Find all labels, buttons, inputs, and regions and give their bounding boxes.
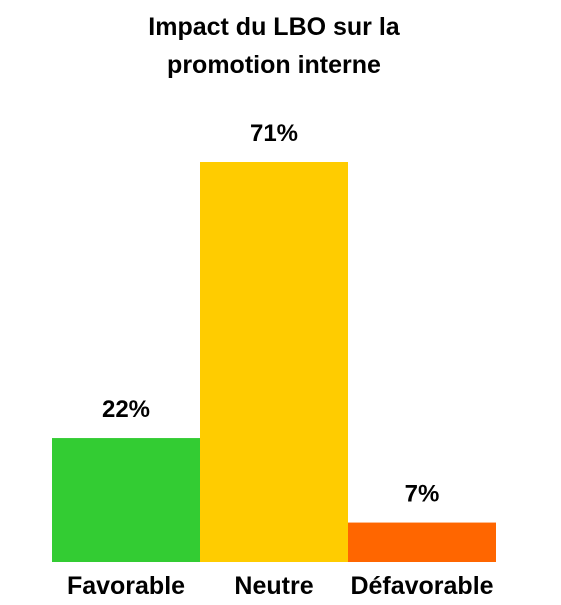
value-label-0: 22% xyxy=(102,396,150,423)
chart-title-line-1: Impact du LBO sur la xyxy=(148,13,400,41)
x-tick-label-1: Neutre xyxy=(234,572,313,600)
chart-title: Impact du LBO sur la promotion interne xyxy=(0,8,548,84)
x-tick-label-2: Défavorable xyxy=(350,572,493,600)
bar-1 xyxy=(200,162,348,562)
value-label-1: 71% xyxy=(250,120,298,147)
bars-group xyxy=(52,162,496,562)
x-tick-labels-group: Favorable Neutre Défavorable xyxy=(67,572,494,600)
value-label-2: 7% xyxy=(405,481,440,508)
bar-0 xyxy=(52,438,200,562)
chart-title-line-2: promotion interne xyxy=(167,51,381,79)
bar-2 xyxy=(348,522,496,562)
x-tick-label-0: Favorable xyxy=(67,572,185,600)
value-labels-group: 22% 71% 7% xyxy=(102,120,439,508)
